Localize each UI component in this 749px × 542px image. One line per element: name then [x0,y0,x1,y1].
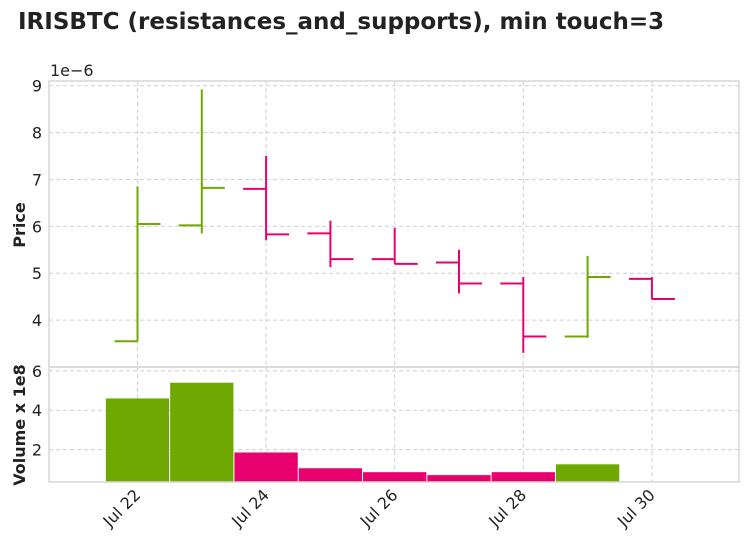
x-tick-label: Jul 22 [99,485,145,531]
volume-bar [298,468,363,482]
volume-tick-label: 4 [32,401,42,420]
volume-tick-label: 2 [32,441,42,460]
chart-title: IRISBTC (resistances_and_supports), min … [18,9,664,35]
price-tick-label: 9 [32,77,42,96]
volume-axis-label: Volume x 1e8 [10,364,29,485]
volume-bar [491,472,555,482]
price-axis-label: Price [10,202,29,248]
price-tick-label: 5 [32,264,42,283]
price-tick-label: 6 [32,217,42,236]
x-tick-label: Jul 28 [484,485,530,531]
volume-bar [105,398,170,482]
volume-bar [170,382,234,482]
volume-tick-labels: 2 4 6 [32,362,42,460]
volume-panel-frame [48,366,740,483]
ohlc-marks [114,89,675,353]
volume-bar [555,464,620,482]
price-tick-label: 8 [32,124,42,143]
volume-bar [363,472,427,482]
x-tick-label: Jul 30 [613,485,659,531]
x-tick-label: Jul 26 [356,485,402,531]
x-tick-label: Jul 24 [227,485,273,531]
price-tick-labels: 4 5 6 7 8 9 [32,77,42,330]
volume-tick-label: 6 [32,362,42,381]
x-tick-labels: Jul 22 Jul 24 Jul 26 Jul 28 Jul 30 [99,485,659,531]
volume-bar [234,452,298,482]
volume-bar [427,475,491,482]
price-exponent-label: 1e−6 [50,61,94,80]
volume-bars [105,382,620,482]
price-tick-label: 4 [32,311,42,330]
price-tick-label: 7 [32,170,42,189]
